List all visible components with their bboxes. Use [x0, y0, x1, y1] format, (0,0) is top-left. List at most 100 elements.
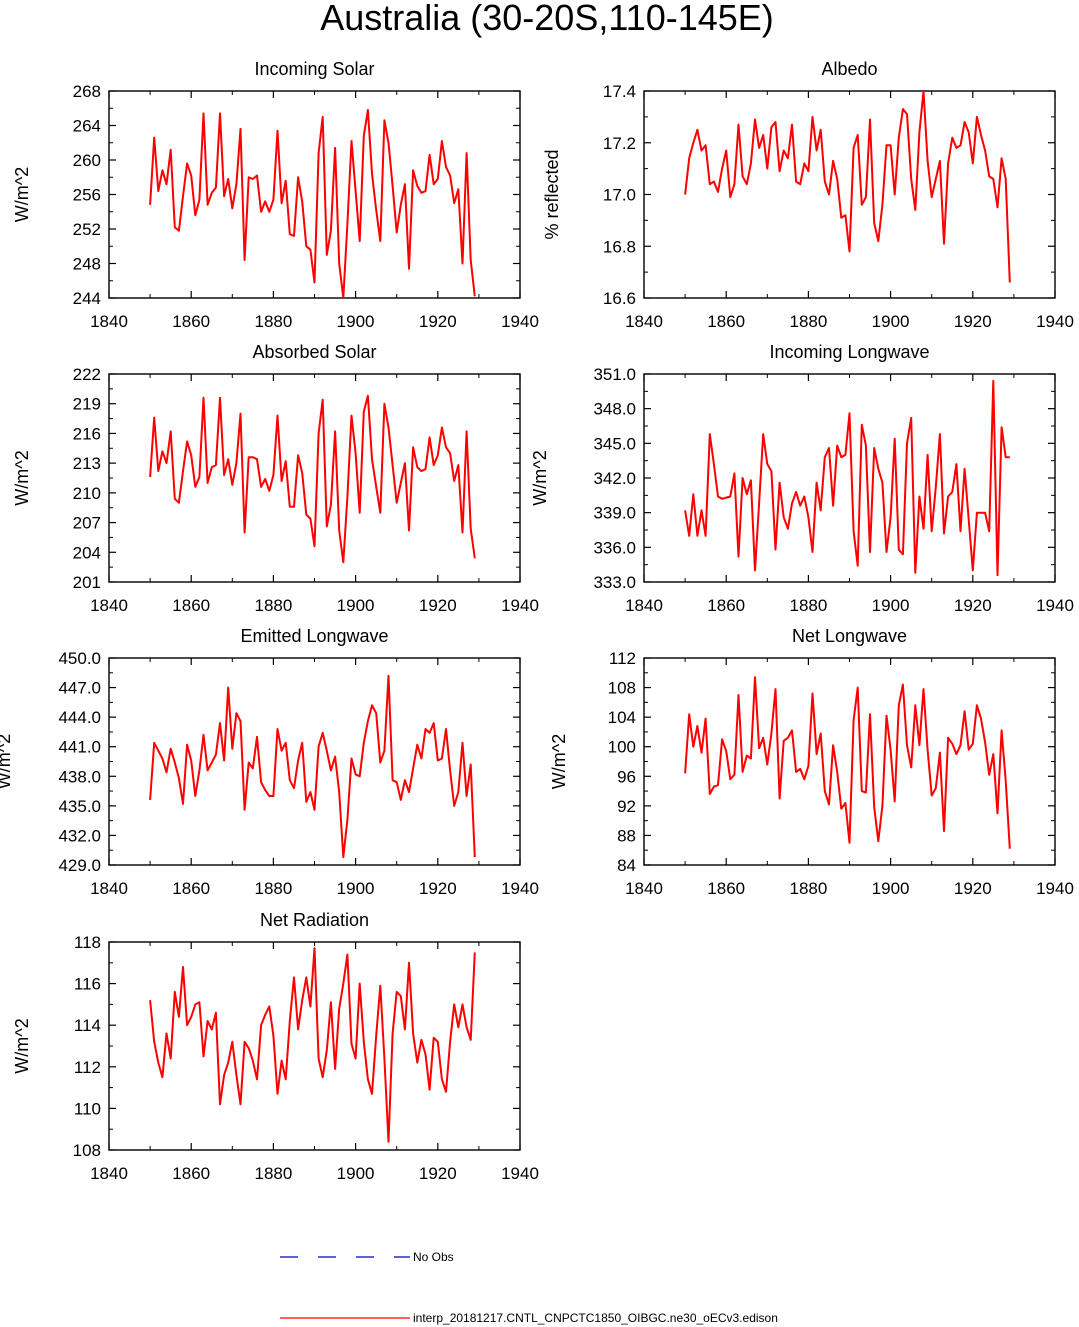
y-tick-label: 260 — [73, 151, 101, 170]
y-tick-label: 248 — [73, 255, 101, 274]
y-tick-label: 201 — [73, 573, 101, 592]
series-line-model — [684, 676, 1011, 849]
x-tick-label: 1940 — [1036, 879, 1074, 898]
y-tick-label: 116 — [74, 975, 101, 994]
x-tick-label: 1840 — [90, 1164, 128, 1183]
x-tick-label: 1940 — [501, 596, 539, 615]
chart-title: Net Radiation — [260, 910, 369, 930]
x-tick-label: 1860 — [707, 596, 745, 615]
plot-frame — [108, 657, 521, 866]
x-tick-label: 1920 — [419, 1164, 457, 1183]
chart-emitted-longwave: Emitted Longwave W/m^2 1840 1860 1880 1900 192… — [0, 626, 539, 898]
x-tick-label: 1940 — [501, 1164, 539, 1183]
x-tick-label: 1860 — [172, 596, 210, 615]
y-tick-label: 222 — [73, 365, 101, 384]
y-axis-label: W/m^2 — [12, 167, 32, 222]
x-tick-label: 1920 — [954, 312, 992, 331]
x-tick-label: 1920 — [419, 879, 457, 898]
y-tick-label: 345.0 — [593, 434, 636, 453]
chart-title: Incoming Solar — [254, 59, 374, 79]
series-line-model — [149, 394, 476, 564]
chart-incoming-longwave: Incoming Longwave W/m^2 1840 1860 1880 1900 19… — [530, 342, 1074, 615]
y-tick-label: 100 — [608, 738, 636, 757]
y-tick-label: 435.0 — [58, 797, 101, 816]
y-tick-label: 438.0 — [58, 767, 101, 786]
x-tick-label: 1920 — [954, 879, 992, 898]
x-tick-label: 1860 — [707, 312, 745, 331]
y-tick-label: 110 — [74, 1099, 101, 1118]
series-line-model — [149, 947, 476, 1143]
y-axis-label: W/m^2 — [12, 450, 32, 505]
y-tick-label: 351.0 — [593, 365, 636, 384]
y-tick-label: 429.0 — [58, 856, 101, 875]
x-tick-label: 1880 — [789, 879, 827, 898]
x-tick-label: 1900 — [872, 596, 910, 615]
x-tick-label: 1840 — [625, 312, 663, 331]
x-tick-label: 1880 — [254, 596, 292, 615]
chart-title: Absorbed Solar — [252, 342, 376, 362]
x-tick-label: 1920 — [954, 596, 992, 615]
page-title: Australia (30-20S,110-145E) — [320, 0, 774, 38]
x-tick-label: 1900 — [872, 879, 910, 898]
chart-title: Albedo — [821, 59, 877, 79]
chart-title: Incoming Longwave — [769, 342, 929, 362]
y-tick-label: 114 — [74, 1016, 101, 1035]
series-line-model — [149, 109, 476, 298]
y-axis-label: W/m^2 — [12, 1018, 32, 1073]
y-tick-label: 17.0 — [603, 186, 636, 205]
legend-obs-label: No Obs — [413, 1250, 454, 1264]
y-tick-label: 88 — [617, 826, 636, 845]
y-tick-label: 252 — [73, 220, 101, 239]
x-tick-label: 1840 — [90, 312, 128, 331]
y-tick-label: 444.0 — [58, 708, 101, 727]
x-tick-label: 1840 — [625, 879, 663, 898]
chart-absorbed-solar: Absorbed Solar W/m^2 1840 1860 1880 1900 1920 1… — [12, 342, 539, 615]
y-axis-label: % reflected — [542, 149, 562, 239]
y-tick-label: 92 — [617, 797, 636, 816]
y-tick-label: 204 — [73, 543, 101, 562]
y-tick-label: 244 — [73, 289, 101, 308]
y-tick-label: 108 — [608, 679, 636, 698]
plot-frame — [643, 90, 1056, 299]
y-axis-label: W/m^2 — [0, 734, 14, 789]
x-tick-label: 1880 — [254, 312, 292, 331]
chart-incoming-solar: Incoming Solar W/m^2 1840 1860 1880 1900 1920 1… — [12, 59, 539, 331]
x-tick-label: 1860 — [172, 879, 210, 898]
y-tick-label: 16.6 — [603, 289, 636, 308]
chart-title: Net Longwave — [792, 626, 907, 646]
chart-albedo: Albedo % reflected 1840 1860 1880 1900 1920 194… — [542, 59, 1074, 331]
y-tick-label: 210 — [73, 484, 101, 503]
series-line-model — [684, 379, 1010, 577]
x-tick-label: 1940 — [501, 312, 539, 331]
x-tick-label: 1900 — [337, 879, 375, 898]
y-tick-label: 84 — [617, 856, 636, 875]
y-tick-label: 264 — [73, 117, 101, 136]
x-tick-label: 1860 — [172, 1164, 210, 1183]
chart-net-longwave: Net Longwave W/m^2 1840 1860 1880 1900 1920 194… — [549, 626, 1074, 898]
x-tick-label: 1940 — [501, 879, 539, 898]
y-tick-label: 348.0 — [593, 400, 636, 419]
y-tick-label: 336.0 — [593, 538, 636, 557]
y-tick-label: 441.0 — [58, 738, 101, 757]
y-axis-label: W/m^2 — [549, 734, 569, 789]
y-tick-label: 447.0 — [58, 679, 101, 698]
y-tick-label: 342.0 — [593, 469, 636, 488]
y-tick-label: 268 — [73, 82, 101, 101]
y-tick-label: 16.8 — [603, 237, 636, 256]
series-line-model — [149, 674, 476, 859]
x-tick-label: 1900 — [337, 1164, 375, 1183]
chart-title: Emitted Longwave — [240, 626, 388, 646]
legend-model-label: interp_20181217.CNTL_CNPCTC1850_OIBGC.ne… — [413, 1311, 778, 1325]
x-tick-label: 1940 — [1036, 596, 1074, 615]
x-tick-label: 1920 — [419, 596, 457, 615]
legend: No Obs interp_20181217.CNTL_CNPCTC1850_O… — [280, 1250, 778, 1325]
y-tick-label: 17.4 — [603, 82, 636, 101]
panels: Incoming Solar W/m^2 1840 1860 1880 1900 1920 1… — [0, 59, 1074, 1183]
y-tick-label: 219 — [73, 395, 101, 414]
x-tick-label: 1880 — [789, 596, 827, 615]
x-tick-label: 1900 — [337, 596, 375, 615]
x-tick-label: 1860 — [172, 312, 210, 331]
x-tick-label: 1840 — [625, 596, 663, 615]
x-tick-label: 1900 — [872, 312, 910, 331]
